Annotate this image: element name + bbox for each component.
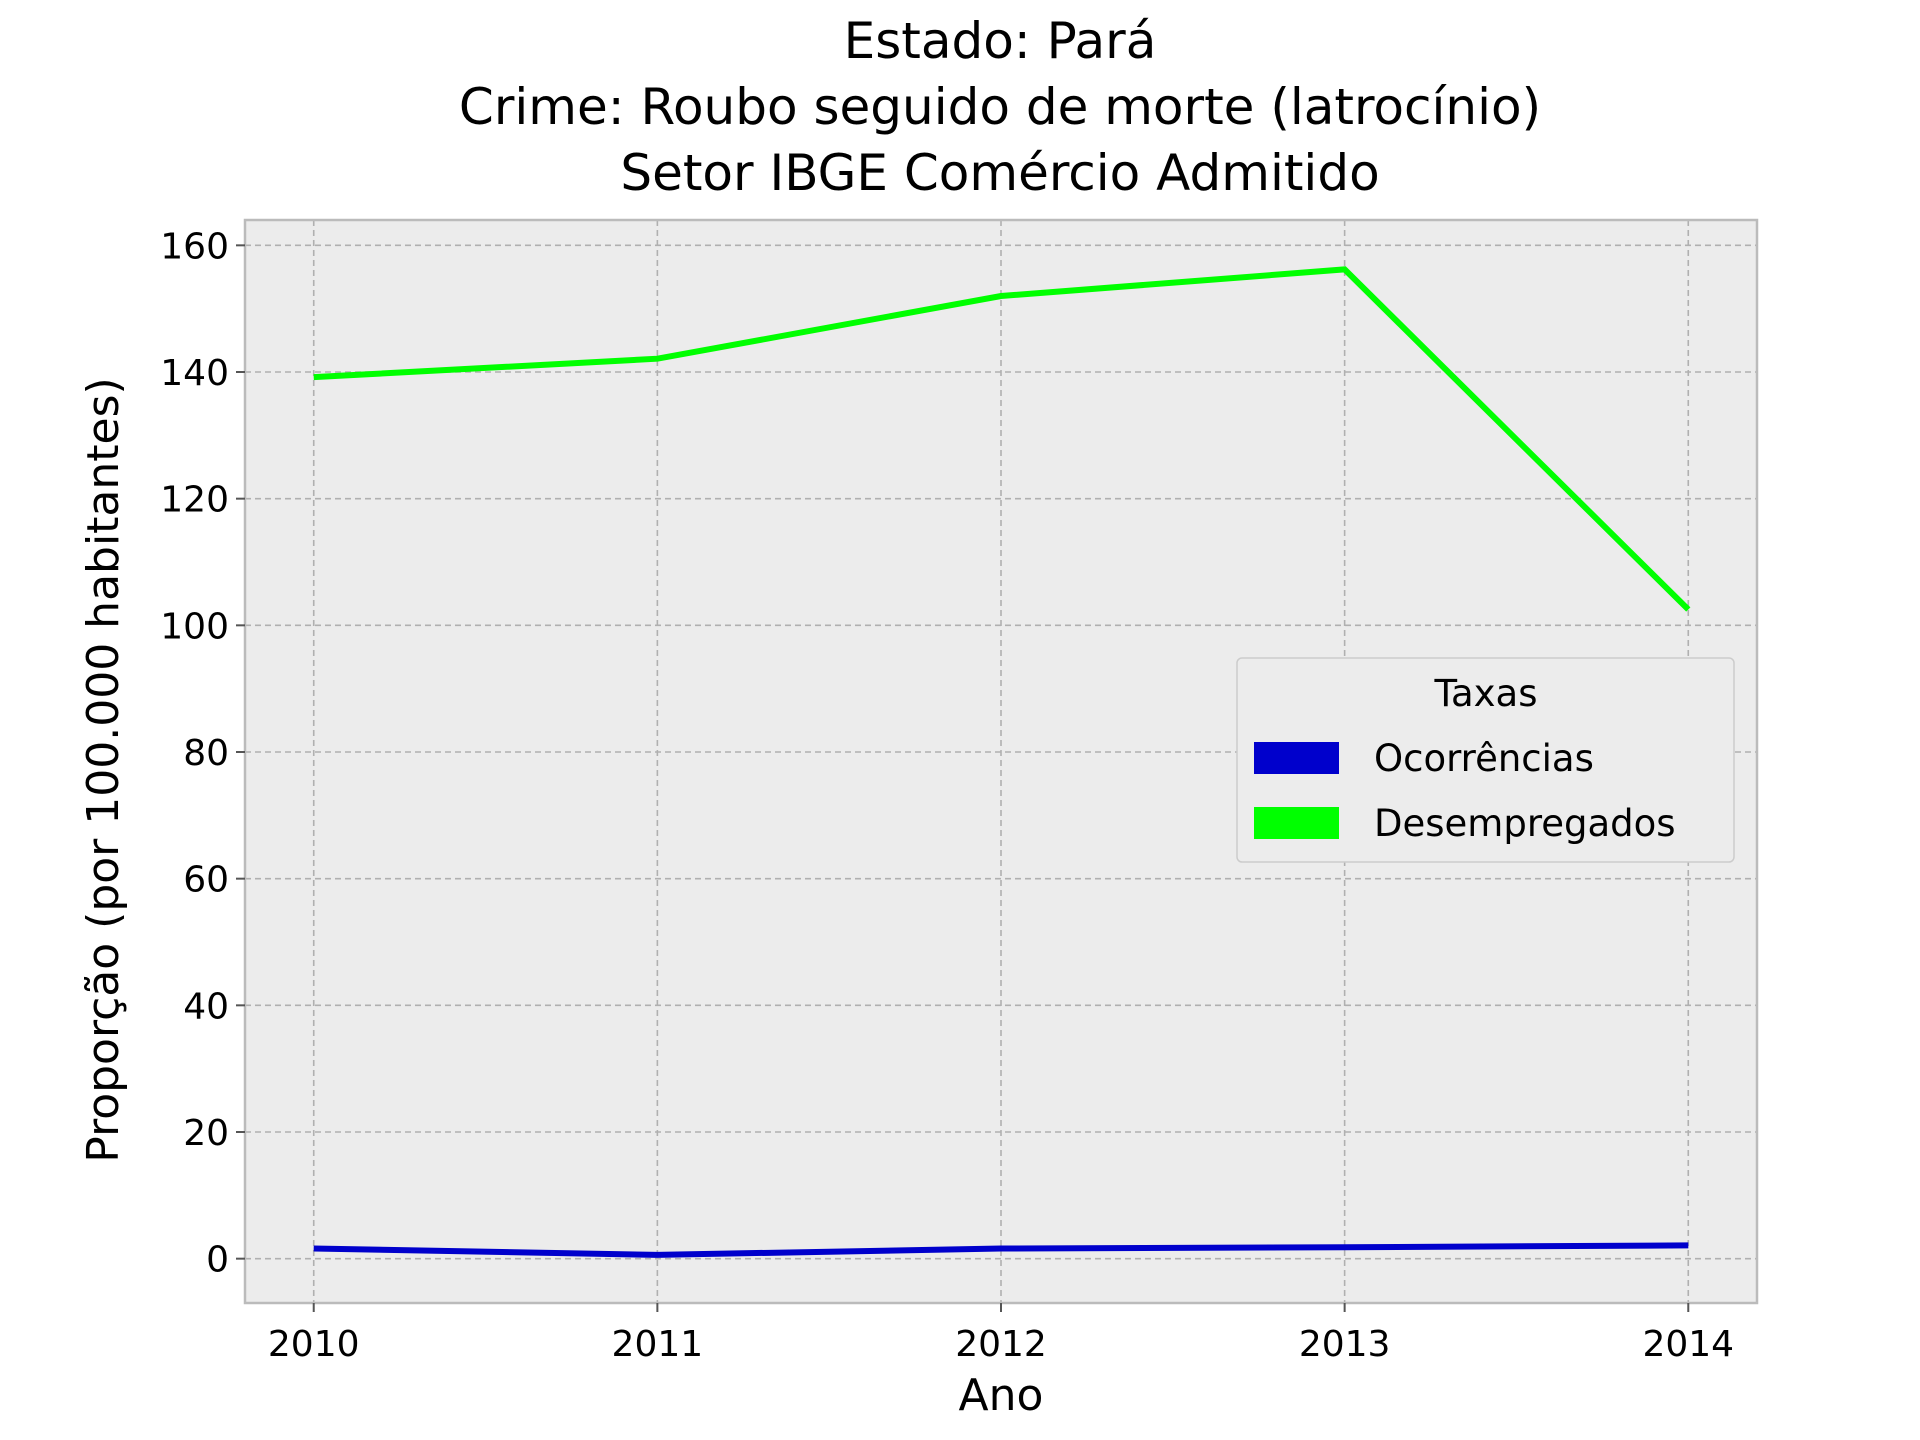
- x-tick-label: 2013: [1299, 1324, 1391, 1365]
- legend-label-2: Desempregados: [1374, 802, 1676, 845]
- y-tick-label: 0: [206, 1240, 229, 1281]
- series-line-1: [313, 1242, 1689, 1258]
- legend-label-1: Ocorrências: [1374, 737, 1594, 780]
- series-lines: [313, 266, 1691, 1258]
- chart-title-line-3: Setor IBGE Comércio Admitido: [620, 144, 1379, 202]
- series-line-2: [313, 266, 1691, 612]
- y-tick-label: 80: [183, 733, 229, 774]
- x-axis-label: Ano: [959, 1370, 1044, 1421]
- legend-entries: Ocorrências Desempregados: [1254, 737, 1676, 845]
- y-axis-label: Proporção (por 100.000 habitantes): [78, 377, 129, 1162]
- legend-title: Taxas: [1434, 672, 1538, 715]
- y-tick-label: 40: [183, 986, 229, 1027]
- x-tick-label: 2014: [1642, 1324, 1734, 1365]
- y-tick-label: 20: [183, 1113, 229, 1154]
- chart-title-line-2: Crime: Roubo seguido de morte (latrocíni…: [459, 78, 1541, 136]
- y-tick-label: 160: [160, 226, 229, 267]
- y-tick-label: 140: [160, 353, 229, 394]
- y-ticks: 0 20 40 60 80 100 120 140 160: [160, 226, 245, 1281]
- chart-title-line-1: Estado: Pará: [844, 12, 1157, 70]
- legend-swatch-2: [1254, 807, 1339, 839]
- legend-box: [1236, 657, 1735, 863]
- y-tick-label: 120: [160, 480, 229, 521]
- x-ticks: 2010 2011 2012 2013 2014: [268, 1303, 1734, 1365]
- legend: Taxas Ocorrências Desempregados: [1236, 657, 1735, 863]
- y-tick-label: 100: [160, 606, 229, 647]
- x-tick-label: 2012: [955, 1324, 1047, 1365]
- legend-swatch-1: [1254, 742, 1339, 774]
- x-tick-label: 2011: [612, 1324, 704, 1365]
- x-tick-label: 2010: [268, 1324, 360, 1365]
- y-tick-label: 60: [183, 860, 229, 901]
